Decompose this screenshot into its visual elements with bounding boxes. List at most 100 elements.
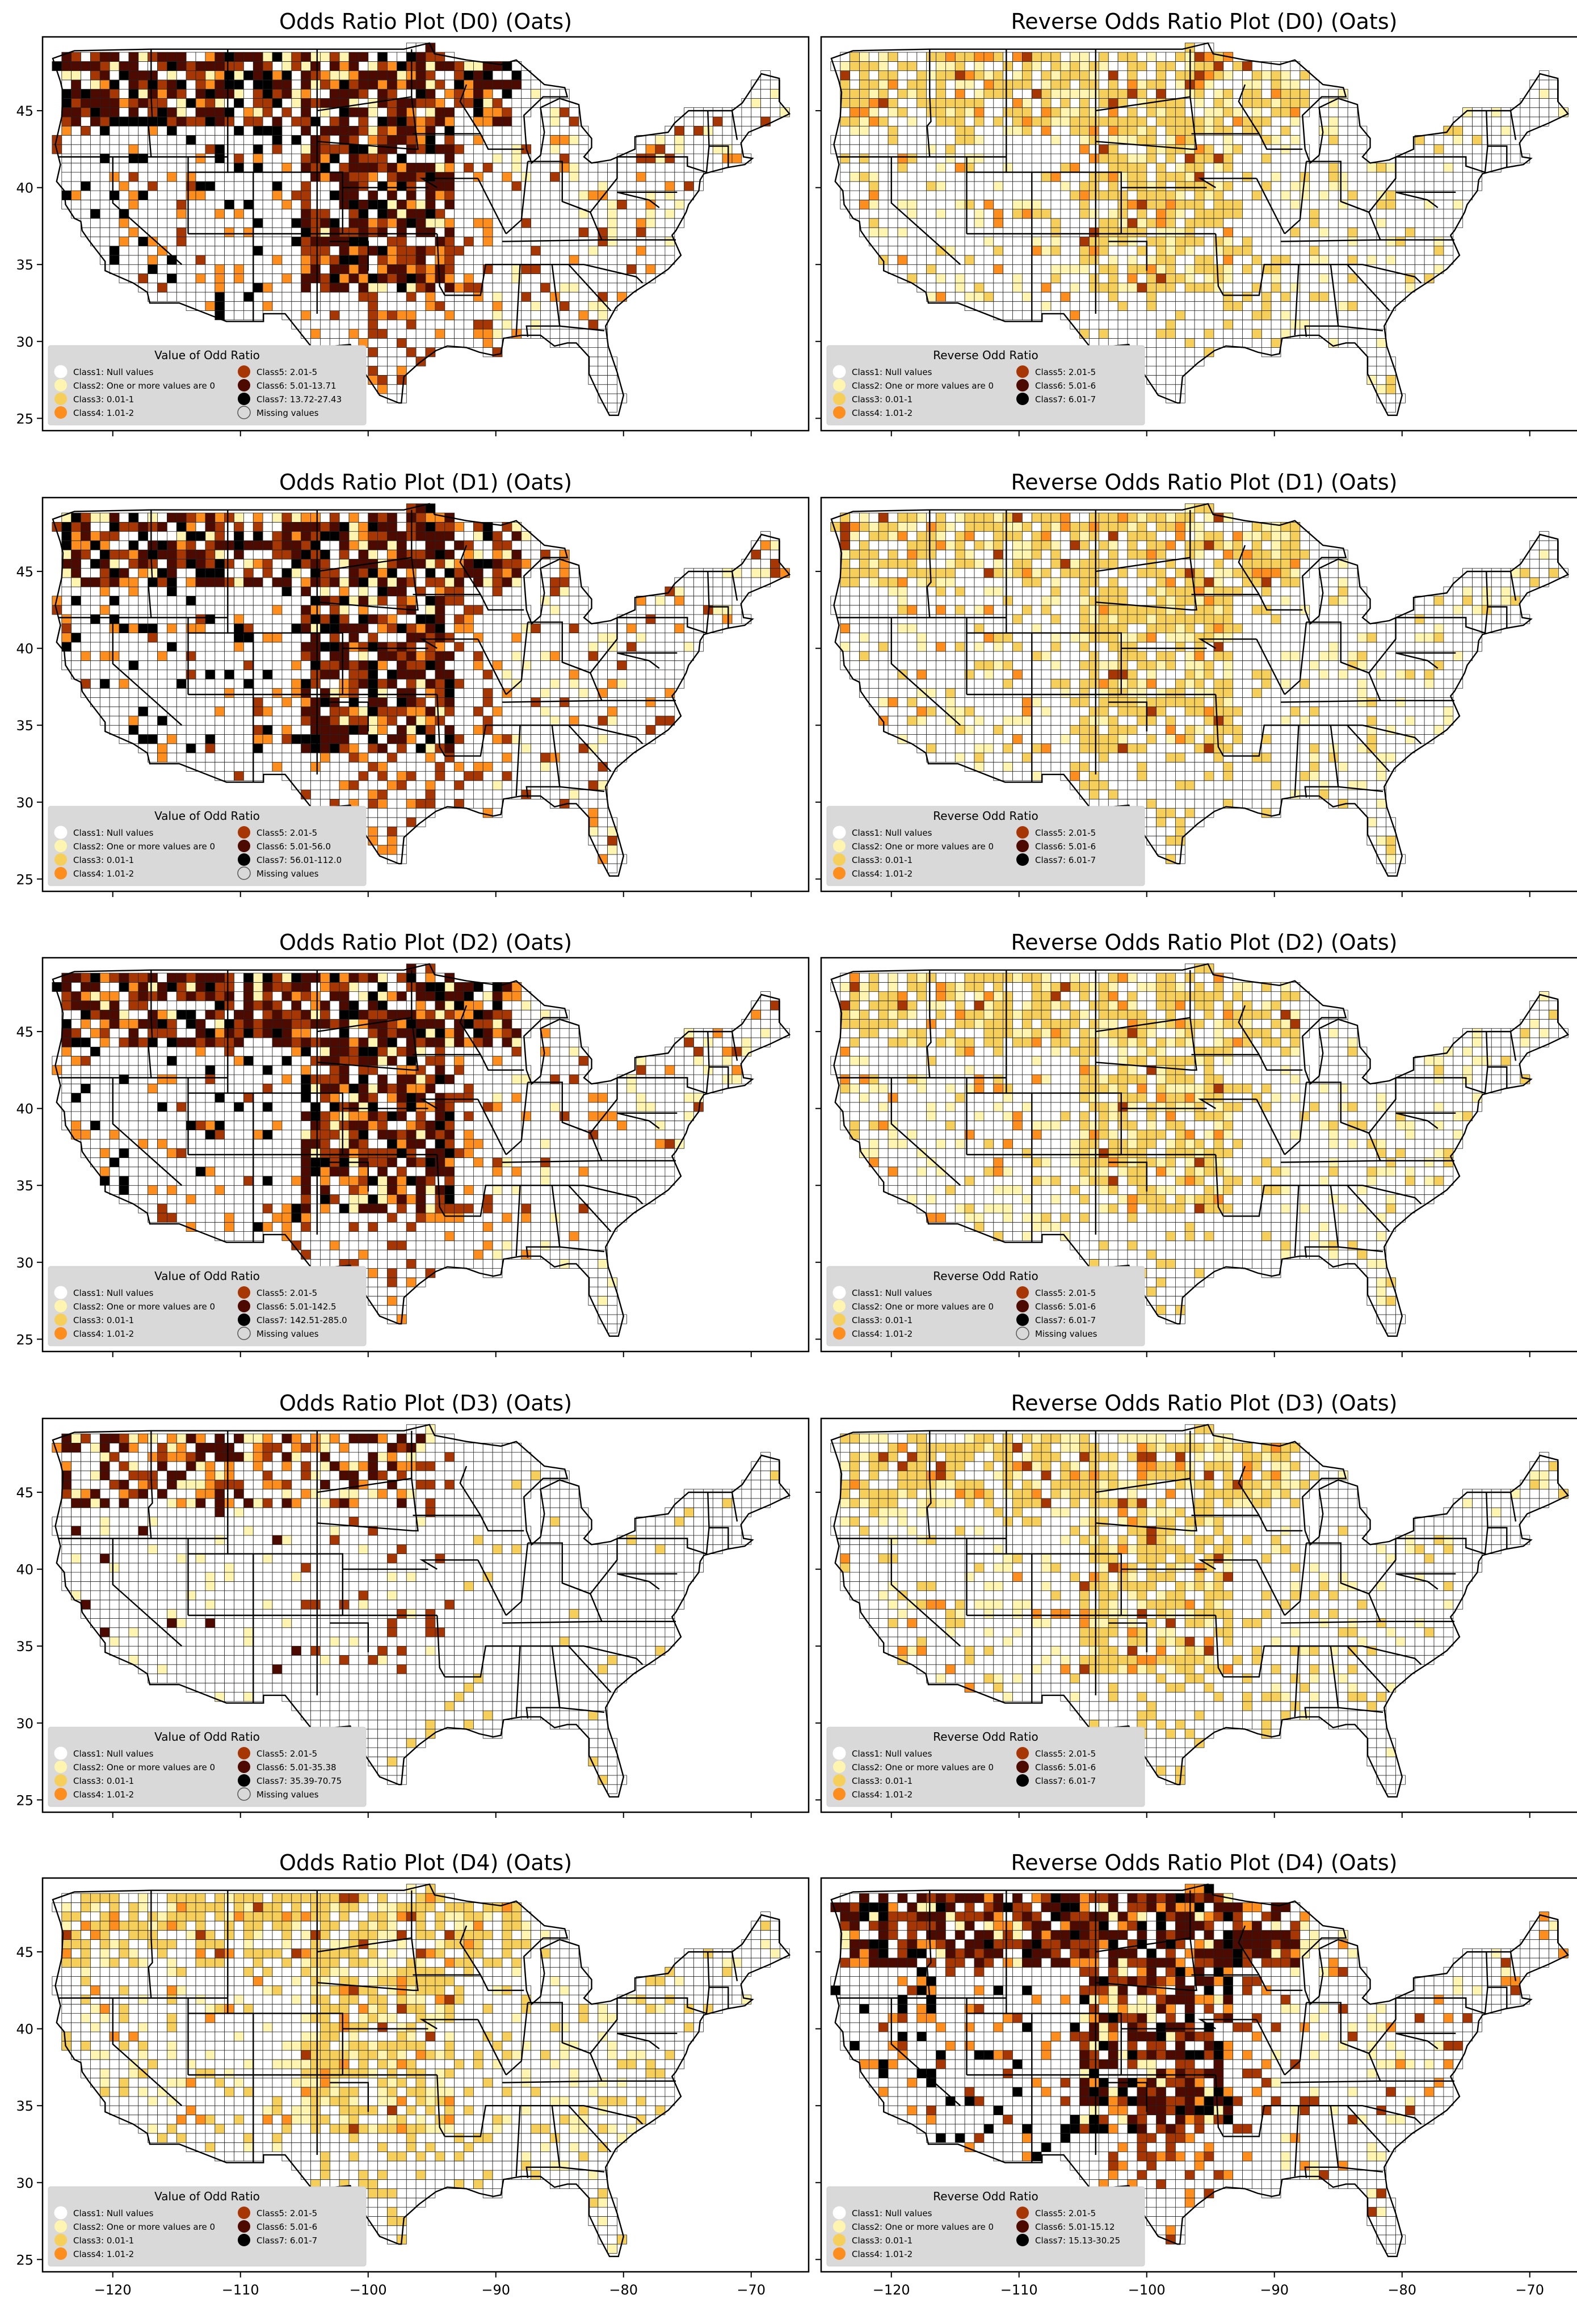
y-tick-label: 30 [16,2175,33,2191]
legend-marker [238,1774,250,1787]
legend-marker [238,2220,250,2233]
legend-label: Class7: 56.01-112.0 [256,855,342,865]
county-cells [52,1884,790,2254]
panel-title: Reverse Odds Ratio Plot (D1) (Oats) [1011,470,1398,495]
legend-marker [833,853,846,866]
us-outline [830,503,1570,877]
y-tick-label: 40 [16,1562,33,1578]
legend-label: Missing values [1035,1329,1097,1339]
county-map [830,503,1570,877]
legend-label: Class6: 5.01-6 [1035,841,1096,852]
legend-marker [1016,393,1029,405]
legend-marker [1016,1286,1029,1299]
legend-label: Class6: 5.01-15.12 [1035,2222,1115,2232]
legend-title: Reverse Odd Ratio [933,1269,1038,1283]
y-tick-label: 45 [16,1024,33,1040]
legend-label: Class4: 1.01-2 [73,1790,134,1800]
y-tick-label: 35 [16,718,33,734]
x-tick-label: −80 [609,2282,638,2298]
legend-label: Class6: 5.01-13.71 [256,381,337,391]
legend-label: Class1: Null values [73,1288,154,1298]
panel-title: Reverse Odds Ratio Plot (D0) (Oats) [1011,9,1398,34]
legend-marker [54,1327,67,1340]
legend-label: Missing values [256,869,319,879]
legend-label: Class3: 0.01-1 [852,394,912,405]
y-tick-label: 35 [16,257,33,273]
legend-marker [1016,840,1029,852]
legend-marker [238,1300,250,1312]
legend-marker [833,1788,846,1800]
legend-label: Class1: Null values [852,828,932,838]
legend-label: Class2: One or more values are 0 [73,841,215,852]
legend-label: Class3: 0.01-1 [852,855,912,865]
county-cells [830,963,1568,1333]
plot-frame [820,1417,1577,1813]
plot-frame [41,36,810,432]
us-outline [830,963,1570,1337]
legend-marker [833,867,846,879]
map-panel: Odds Ratio Plot (D0) (Oats) 25 30 35 40 45 Val… [16,9,810,436]
legend-label: Class1: Null values [852,2208,932,2218]
us-outline [52,42,791,416]
legend-marker [54,2206,68,2220]
y-tick-label: 40 [16,2022,33,2037]
legend-label: Class1: Null values [73,367,154,377]
x-tick-label: −120 [873,2282,910,2298]
plot-frame [41,1877,810,2273]
y-tick-label: 25 [16,872,33,887]
legend-marker [237,1787,251,1801]
legend-label: Class5: 2.01-5 [256,1749,317,1759]
legend-marker [238,2234,250,2246]
map-panel: Odds Ratio Plot (D2) (Oats) 25 30 35 40 45 Val… [16,930,810,1357]
legend-label: Class3: 0.01-1 [852,1776,912,1786]
legend-label: Missing values [256,408,319,418]
county-map [52,963,791,1337]
us-outline [830,1883,1570,2258]
legend-marker [54,1313,67,1326]
legend-label: Class3: 0.01-1 [73,2235,134,2246]
legend-marker [1016,2207,1029,2219]
legend-marker [1016,1761,1029,1773]
legend-marker [54,393,67,405]
legend-marker [54,826,68,839]
legend-marker [237,1327,251,1340]
legend-title: Value of Odd Ratio [154,809,260,823]
legend-marker [833,2220,846,2233]
legend-marker [1016,2220,1029,2233]
y-tick-label: 45 [16,1485,33,1501]
county-map [52,1424,791,1798]
legend-label: Class2: One or more values are 0 [73,2222,215,2232]
legend-label: Class7: 15.13-30.25 [1035,2235,1120,2246]
legend-label: Class4: 1.01-2 [73,1329,134,1339]
legend-label: Class7: 6.01-7 [1035,1315,1096,1325]
map-panel: Reverse Odds Ratio Plot (D4) (Oats) −120 −… [815,1850,1577,2298]
legend-marker [238,1313,250,1326]
legend-marker [833,2234,846,2246]
legend-label: Class1: Null values [73,828,154,838]
legend-title: Value of Odd Ratio [154,2190,260,2203]
panel-title: Reverse Odds Ratio Plot (D4) (Oats) [1011,1850,1398,1875]
legend-label: Class4: 1.01-2 [852,869,912,879]
legend-label: Class1: Null values [73,1749,154,1759]
legend-label: Class5: 2.01-5 [256,2208,317,2218]
legend-marker [54,840,67,852]
legend-label: Class3: 0.01-1 [73,1776,134,1786]
legend-marker [54,1774,67,1787]
legend-title: Value of Odd Ratio [154,1730,260,1744]
legend-marker [833,1761,846,1773]
county-map [52,42,791,416]
legend-label: Class3: 0.01-1 [73,1315,134,1325]
legend-label: Missing values [256,1790,319,1800]
legend-marker [238,379,250,391]
map-panel: Odds Ratio Plot (D1) (Oats) 25 30 35 40 45 Val… [16,470,810,897]
y-tick-label: 25 [16,1792,33,1808]
legend-label: Class6: 5.01-6 [1035,1762,1096,1773]
legend-label: Class6: 5.01-56.0 [256,841,331,852]
legend-marker [54,2220,67,2233]
legend-label: Class2: One or more values are 0 [852,2222,994,2232]
